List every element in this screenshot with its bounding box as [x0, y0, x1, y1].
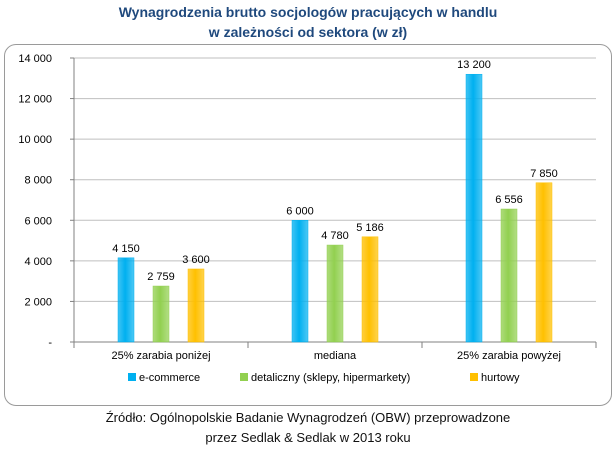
- data-label: 3 600: [182, 254, 210, 266]
- x-category-label: 25% zarabia powyżej: [457, 350, 561, 362]
- data-label: 2 759: [147, 271, 175, 283]
- bar-hurtowy: [535, 182, 553, 343]
- legend-swatch: [240, 373, 248, 381]
- y-tick-label: 12 000: [18, 94, 52, 106]
- bar-hurtowy: [361, 236, 379, 343]
- data-label: 4 780: [321, 230, 349, 242]
- bar-e-commerce: [117, 257, 135, 343]
- y-tick-label: -: [48, 337, 52, 349]
- source-note-line-1: Źródło: Ogólnopolskie Badanie Wynagrodze…: [105, 410, 511, 425]
- legend-swatch: [470, 373, 478, 381]
- y-tick-label: 14 000: [18, 53, 52, 65]
- legend-swatch: [128, 373, 136, 381]
- y-tick-label: 10 000: [18, 134, 52, 146]
- y-tick-label: 4 000: [24, 256, 52, 268]
- legend-label: detaliczny (sklepy, hipermarkety): [251, 372, 410, 384]
- data-label: 13 200: [457, 59, 491, 71]
- legend-label: e-commerce: [139, 372, 200, 384]
- chart-title-line-2: w zależności od sektora (w zł): [208, 24, 408, 40]
- data-label: 4 150: [112, 243, 140, 255]
- legend-label: hurtowy: [481, 372, 520, 384]
- bar-e-commerce: [465, 73, 483, 343]
- chart-title-line-1: Wynagrodzenia brutto socjologów pracując…: [118, 4, 498, 20]
- bar-e-commerce: [291, 220, 309, 343]
- source-note-line-2: przez Sedlak & Sedlak w 2013 roku: [205, 430, 411, 445]
- x-category-label: mediana: [314, 350, 357, 362]
- y-tick-label: 8 000: [24, 175, 52, 187]
- y-tick-label: 6 000: [24, 215, 52, 227]
- bar-detaliczny: [326, 244, 344, 343]
- data-label: 6 556: [495, 194, 523, 206]
- data-label: 5 186: [356, 222, 384, 234]
- x-category-label: 25% zarabia poniżej: [111, 350, 210, 362]
- bar-hurtowy: [187, 268, 205, 343]
- bar-detaliczny: [152, 285, 170, 343]
- data-label: 7 850: [530, 168, 558, 180]
- bar-detaliczny: [500, 208, 518, 343]
- y-tick-label: 2 000: [24, 296, 52, 308]
- data-label: 6 000: [286, 205, 314, 217]
